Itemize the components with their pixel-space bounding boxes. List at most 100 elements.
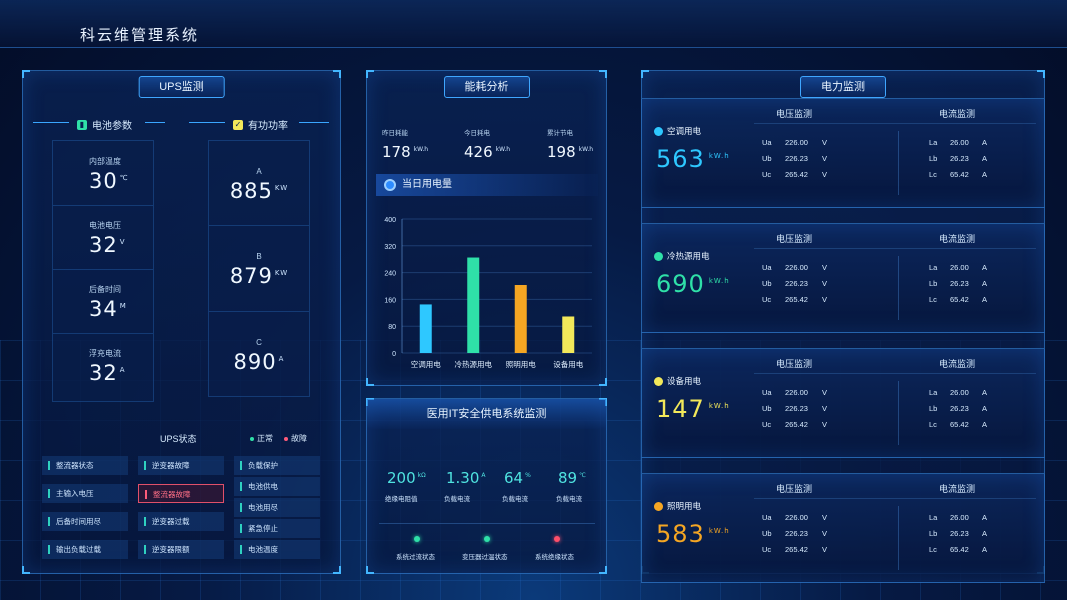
voltage-value: 226.00 — [785, 138, 808, 147]
power-item-name: 照明用电 — [654, 500, 701, 512]
power-item-card[interactable]: 电压监测 电流监测 冷热源用电 690 kW.h Ua 226.00 V Ub 226.23 V Uc… — [641, 223, 1045, 333]
kpi-label: 累计节电 — [547, 130, 573, 137]
voltage-unit: V — [822, 388, 828, 397]
ups-status-item[interactable]: 主输入电压 — [42, 484, 128, 503]
current-unit: A — [982, 404, 988, 413]
legend-fault: 故障 — [284, 433, 307, 444]
voltage-unit: V — [822, 545, 828, 554]
battery-icon: ▮ — [77, 119, 87, 130]
metric-value: 30 ℃ — [89, 169, 129, 193]
current-unit: A — [982, 420, 988, 429]
current-phase: Lc — [929, 420, 937, 429]
ups-status-item[interactable]: 逆变器限额 — [138, 540, 224, 559]
kpi-yesterday: 昨日耗能 178 kW.h — [382, 127, 428, 161]
ups-status-item[interactable]: 输出负载过载 — [42, 540, 128, 559]
voltage-head: 电压监测 — [776, 484, 813, 494]
current-phase: La — [929, 388, 938, 397]
ups-status-item[interactable]: 整流器故障 — [138, 484, 224, 503]
metric-value: 32 V — [89, 233, 126, 257]
metric-label: 浮充电流 — [89, 349, 121, 358]
current-unit: A — [982, 263, 988, 272]
it-metric-value: 1.30 A — [446, 469, 486, 487]
bar[interactable] — [562, 316, 575, 353]
voltage-unit: V — [822, 263, 828, 272]
voltage-unit: V — [822, 295, 828, 304]
metric-value: 34 M — [89, 297, 127, 321]
metric-label: 后备时间 — [89, 285, 121, 294]
top-bar: 科云维管理系统 — [0, 0, 1067, 48]
current-head: 电流监测 — [939, 109, 976, 119]
voltage-phase: Ua — [762, 263, 772, 272]
it-status-label: 变压器过温状态 — [462, 554, 508, 561]
current-phase: Lb — [929, 529, 938, 538]
voltage-value: 265.42 — [785, 295, 808, 304]
hvac-icon — [654, 251, 663, 261]
it-metric-value: 200 kΩ — [387, 469, 426, 487]
x-tick-label: 空调用电 — [411, 359, 441, 369]
battery-metric: 电池电压 32 V — [53, 206, 153, 270]
y-tick-label: 400 — [384, 217, 396, 224]
it-status-label: 系统过流状态 — [396, 554, 435, 561]
power-item-card[interactable]: 电压监测 电流监测 设备用电 147 kW.h Ua 226.00 V Ub 226.23 V Uc 2… — [641, 348, 1045, 458]
ups-status-item[interactable]: 电池供电 — [234, 477, 320, 496]
current-phase: Lc — [929, 170, 937, 179]
voltage-value: 265.42 — [785, 170, 808, 179]
ups-status-item[interactable]: 后备时间用尽 — [42, 512, 128, 531]
kpi-label: 昨日耗能 — [382, 130, 408, 137]
bar[interactable] — [419, 304, 432, 353]
metric-label: 电池电压 — [89, 221, 121, 230]
current-phase: Lc — [929, 295, 937, 304]
current-value: 26.23 — [950, 279, 969, 288]
voltage-unit: V — [822, 513, 828, 522]
it-metric-value: 64% — [504, 469, 531, 487]
ups-status-item[interactable]: 负载保护 — [234, 456, 320, 475]
legend-fault-label: 故障 — [291, 434, 307, 443]
current-value: 26.23 — [950, 529, 969, 538]
voltage-unit: V — [822, 138, 828, 147]
y-tick-label: 320 — [384, 244, 396, 251]
ups-status-item[interactable]: 逆变器故障 — [138, 456, 224, 475]
battery-metric: 浮充电流 32 A — [53, 334, 153, 402]
voltage-value: 265.42 — [785, 545, 808, 554]
current-value: 65.42 — [950, 545, 969, 554]
status-indicator-dot — [554, 536, 560, 542]
voltage-phase: Ua — [762, 513, 772, 522]
snowflake-icon — [654, 126, 663, 136]
it-metric-label: 负载电流 — [502, 496, 528, 503]
it-safety-panel: 医用IT安全供电系统监测 — [366, 398, 607, 574]
current-phase: Lc — [929, 545, 937, 554]
current-value: 26.23 — [950, 404, 969, 413]
voltage-unit: V — [822, 404, 828, 413]
daily-usage-title: 当日用电量 — [402, 179, 452, 190]
current-value: 26.00 — [950, 138, 969, 147]
current-value: 26.23 — [950, 154, 969, 163]
voltage-value: 265.42 — [785, 420, 808, 429]
current-phase: La — [929, 138, 938, 147]
voltage-head: 电压监测 — [776, 359, 813, 369]
bar[interactable] — [467, 257, 480, 353]
status-indicator-dot — [414, 536, 420, 542]
voltage-value: 226.23 — [785, 529, 808, 538]
current-phase: Lb — [929, 404, 938, 413]
current-head: 电流监测 — [939, 234, 976, 244]
voltage-phase: Ub — [762, 404, 772, 413]
bar[interactable] — [514, 284, 527, 353]
legend-normal-label: 正常 — [257, 434, 273, 443]
ups-status-item[interactable]: 电池用尽 — [234, 498, 320, 517]
voltage-value: 226.23 — [785, 279, 808, 288]
voltage-head: 电压监测 — [776, 109, 813, 119]
battery-metric: 内部温度 30 ℃ — [53, 141, 153, 206]
current-unit: A — [982, 388, 988, 397]
power-item-card[interactable]: 电压监测 电流监测 空调用电 563 kW.h Ua 226.00 V Ub 226.23 V Uc 2… — [641, 98, 1045, 208]
phase-value: 879 KW — [229, 264, 289, 288]
ups-status-item[interactable]: 逆变器过载 — [138, 512, 224, 531]
power-item-card[interactable]: 电压监测 电流监测 照明用电 583 kW.h Ua 226.00 V Ub 226.23 V Uc 2… — [641, 473, 1045, 583]
ups-status-item[interactable]: 电池温度 — [234, 540, 320, 559]
power-item-name: 设备用电 — [654, 375, 701, 387]
power-section-label: 有功功率 — [248, 121, 288, 132]
ups-status-item[interactable]: 紧急停止 — [234, 519, 320, 538]
current-unit: A — [982, 279, 988, 288]
ups-status-item[interactable]: 整流器状态 — [42, 456, 128, 475]
current-unit: A — [982, 545, 988, 554]
x-tick-label: 冷热源用电 — [455, 359, 493, 369]
